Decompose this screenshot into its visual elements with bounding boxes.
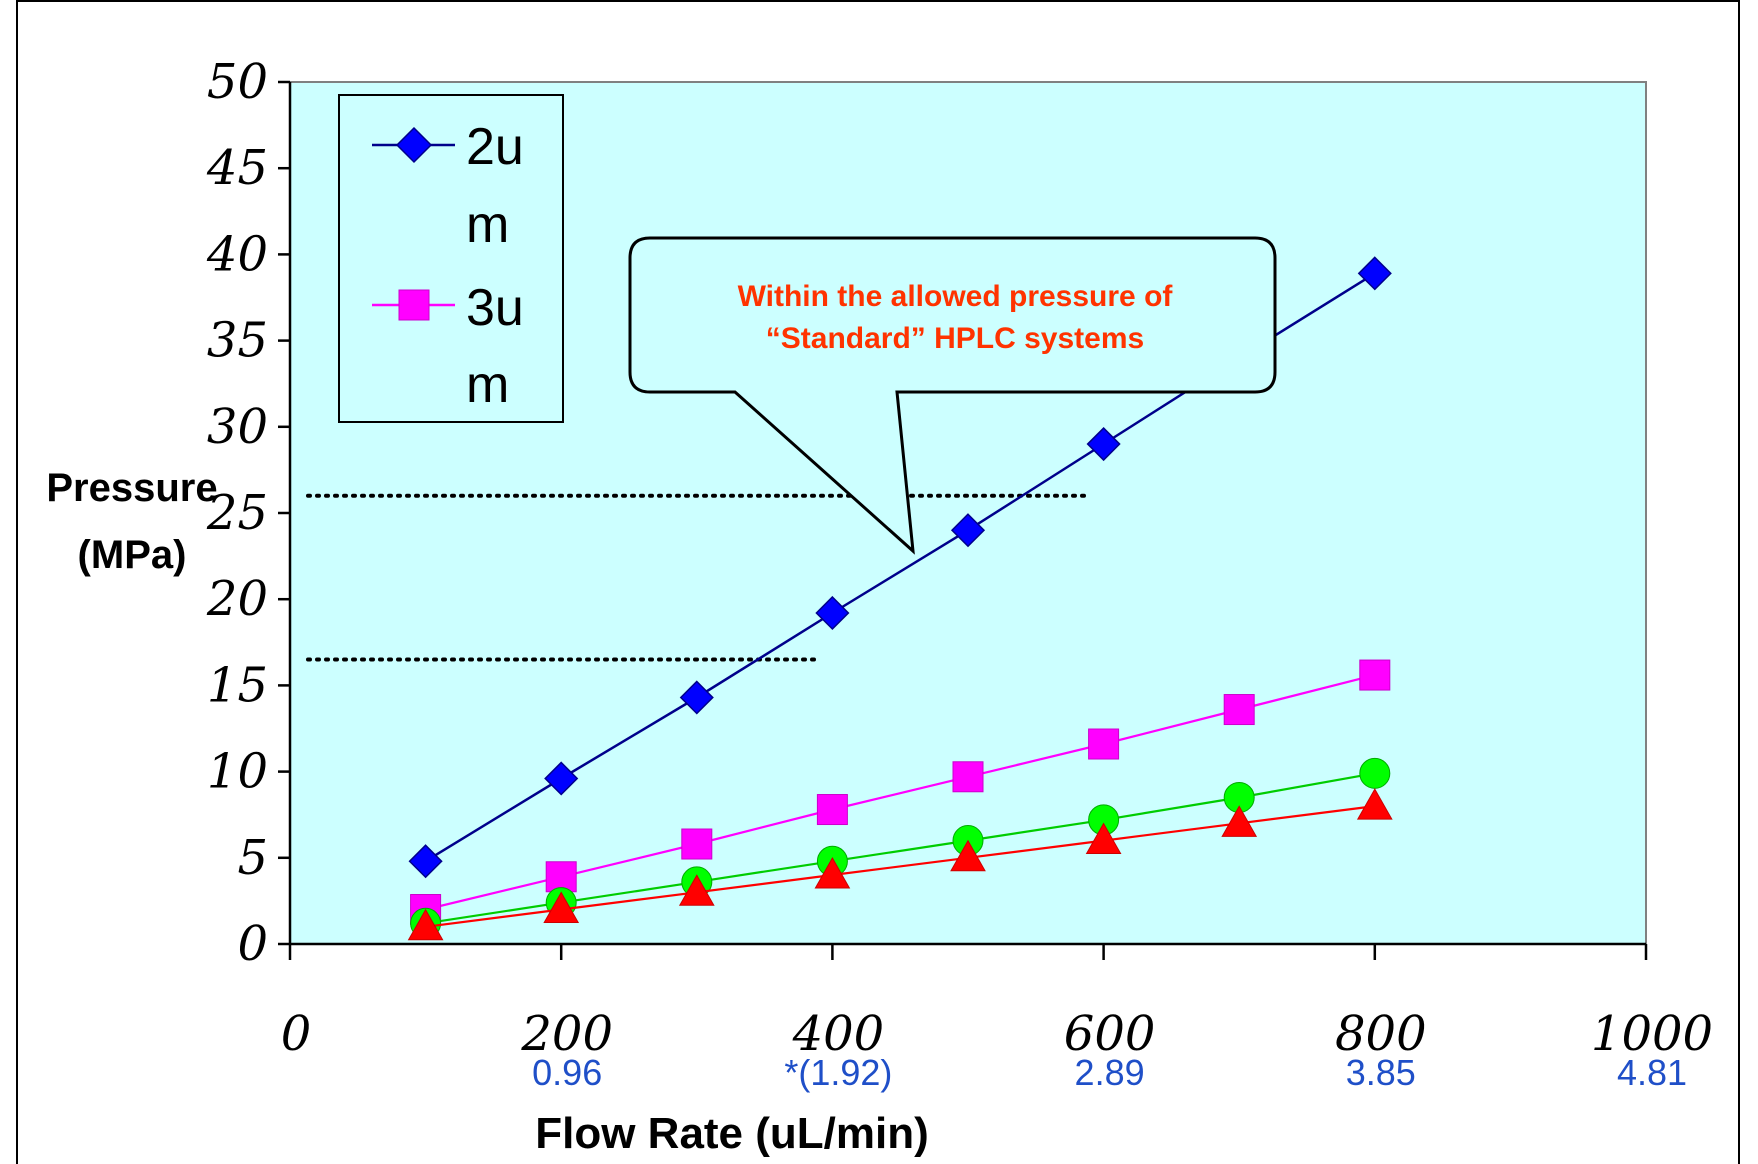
- data-point-triangle: [814, 857, 851, 889]
- legend-item-2um: 2u m: [372, 118, 524, 254]
- legend-box: [338, 94, 564, 423]
- x-tick-label: 200: [520, 1006, 613, 1062]
- data-point-diamond: [1357, 256, 1392, 291]
- data-point-triangle: [407, 908, 444, 941]
- y-tick-label: 35: [207, 313, 268, 369]
- y-axis-title-line1: Pressure: [46, 466, 217, 510]
- data-point-diamond: [815, 595, 850, 631]
- chart-frame: [16, 0, 1740, 1164]
- x-tick-label: 800: [1335, 1006, 1427, 1062]
- data-point-triangle: [950, 839, 986, 872]
- callout-bubble: [628, 236, 1277, 555]
- x-tick-label: 0: [281, 1006, 312, 1062]
- axes: 0 5 10 15 20 25 30 35 40 45 50 0 200 400 600 800 1000 0.9…: [206, 54, 1713, 1093]
- y-tick-label: 40: [206, 226, 268, 282]
- series-layer: [407, 256, 1393, 941]
- legend-marker-diamond: [395, 126, 433, 164]
- y-tick-label: 0: [237, 916, 268, 972]
- series-triangle: [407, 788, 1393, 941]
- data-point-triangle: [1221, 805, 1258, 837]
- reference-lines: [306, 493, 1093, 662]
- data-point-square: [1359, 659, 1391, 691]
- legend-item-3um: 3u m: [372, 279, 524, 414]
- legend-label-3um-line2: m: [466, 356, 509, 414]
- y-tick-label: 10: [207, 744, 268, 800]
- y-tick-label: 45: [206, 140, 268, 196]
- series-line: [425, 805, 1375, 928]
- data-point-diamond: [950, 513, 986, 548]
- legend: 2u m 3u m: [338, 94, 564, 423]
- legend-label-2um-line1: 2u: [466, 118, 524, 176]
- secondary-x-label: *(1.92): [784, 1052, 892, 1093]
- data-point-diamond: [408, 844, 443, 879]
- data-point-triangle: [543, 891, 580, 924]
- y-tick-label: 20: [206, 571, 268, 627]
- secondary-x-label: 3.85: [1346, 1052, 1416, 1093]
- x-axis-title: Flow Rate (uL/min): [535, 1109, 929, 1158]
- data-point-diamond: [1086, 426, 1121, 462]
- data-point-circle: [1359, 757, 1391, 789]
- legend-marker-square: [398, 289, 430, 321]
- series-line: [425, 772, 1375, 925]
- x-tick-label: 1000: [1591, 1006, 1713, 1062]
- data-point-square: [1223, 694, 1255, 726]
- annotation-callout: Within the allowed pressure of “Standard…: [628, 236, 1277, 555]
- data-point-triangle: [1085, 822, 1122, 855]
- callout-line-1: Within the allowed pressure of: [738, 280, 1174, 313]
- data-point-triangle: [1356, 788, 1393, 820]
- callout-line-2: “Standard” HPLC systems: [766, 322, 1144, 355]
- data-point-diamond: [679, 680, 714, 715]
- x-tick-label: 400: [792, 1006, 885, 1062]
- data-point-square: [1088, 728, 1120, 760]
- y-tick-label: 15: [207, 657, 268, 713]
- y-tick-label: 30: [207, 399, 268, 455]
- x-tick-label: 600: [1064, 1006, 1156, 1062]
- data-point-square: [816, 794, 848, 826]
- y-tick-label: 50: [207, 54, 268, 110]
- legend-label-2um-line2: m: [466, 196, 509, 254]
- y-tick-label: 25: [206, 485, 268, 541]
- secondary-x-label: 4.81: [1617, 1052, 1687, 1093]
- data-point-triangle: [678, 874, 715, 906]
- y-tick-label: 5: [237, 830, 268, 886]
- data-point-square: [681, 828, 713, 860]
- data-point-diamond: [544, 761, 579, 796]
- secondary-x-label: 2.89: [1075, 1052, 1145, 1093]
- secondary-x-label: 0.96: [532, 1052, 602, 1093]
- legend-label-3um-line1: 3u: [466, 279, 524, 337]
- series-line: [425, 674, 1376, 911]
- y-axis-title-line2: (MPa): [78, 533, 187, 577]
- data-point-square: [952, 761, 984, 793]
